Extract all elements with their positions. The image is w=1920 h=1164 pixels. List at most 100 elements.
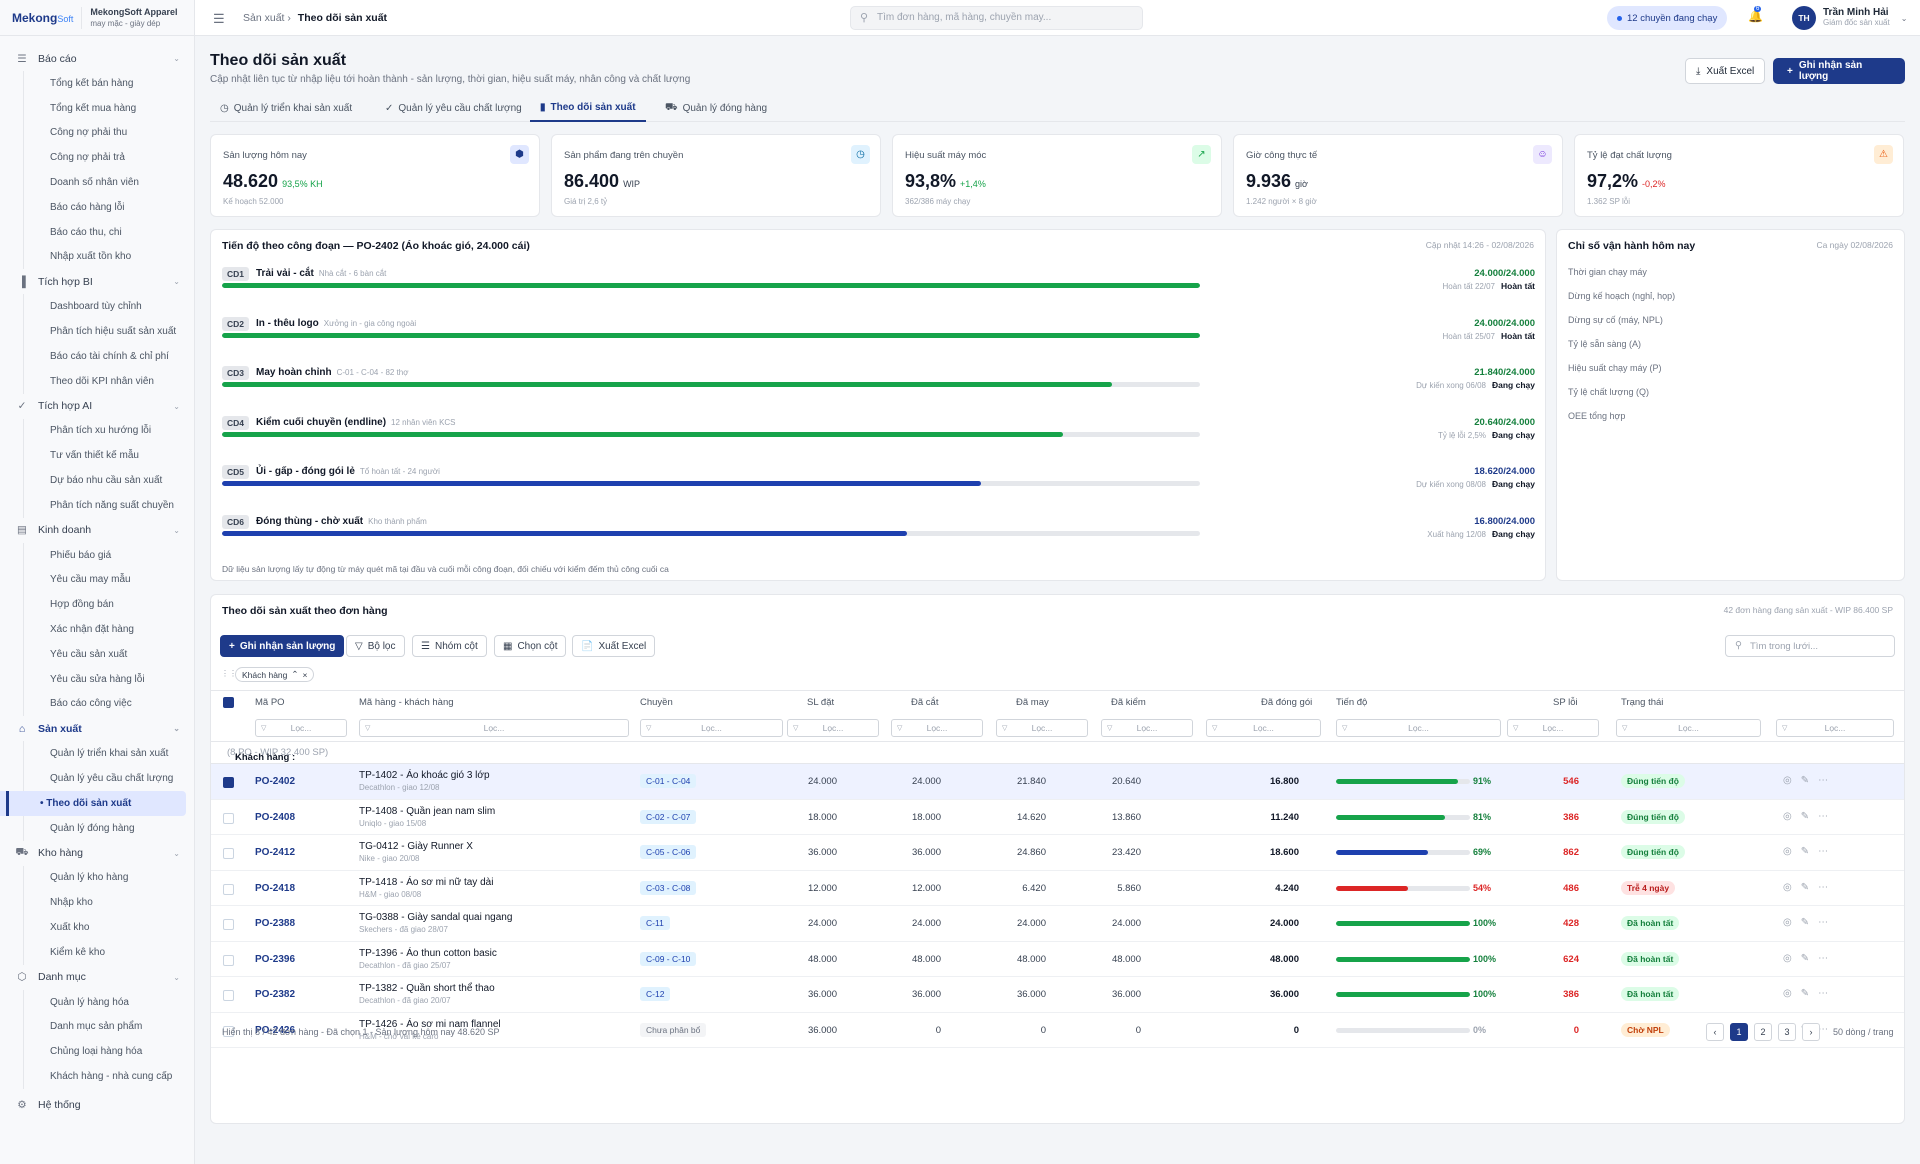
more-icon[interactable]: ⋯ [1818,846,1838,857]
column-filter-input[interactable]: Lọc... [359,719,629,737]
more-icon[interactable]: ⋯ [1818,881,1838,893]
grid-search-input[interactable]: ⚲ Tìm trong lưới... [1725,635,1895,657]
sidebar-item[interactable]: Phân tích năng suất chuyền [0,492,194,518]
sidebar-item[interactable]: Báo cáo thu, chi [0,219,194,245]
sidebar-group-4[interactable]: ⌂ Sản xuất ⌄ [0,716,194,741]
stage-row[interactable]: CD1 Trải vải - cắt Nhà cắt - 6 bàn cắt 24.0… [222,266,1535,314]
row-checkbox[interactable] [223,777,234,788]
sidebar-item[interactable]: Tổng kết bán hàng [0,71,194,96]
sidebar-group-5[interactable]: ⛟ Kho hàng ⌄ [0,841,194,866]
kpi-card[interactable]: Giờ công thực tế 9.936 giờ 1.242 người × 8 … [1233,134,1563,217]
column-filter-input[interactable]: Lọc... [1616,719,1761,737]
column-filter-input[interactable]: Lọc... [255,719,347,737]
filter-button[interactable]: ▽ Bộ lọc [346,635,405,657]
kpi-card[interactable]: Tỷ lệ đạt chất lượng 97,2% -0,2% 1.362 SP l… [1574,134,1904,217]
select-all-checkbox[interactable] [223,697,234,708]
sidebar-item[interactable]: Danh mục sản phẩm [0,1014,194,1040]
edit-icon[interactable]: ✎ [1800,881,1819,893]
record-output-button[interactable]: + Ghi nhận sản lượng [1773,58,1905,84]
tab-deployment[interactable]: ◷ Quản lý triển khai sản xuất [220,102,353,114]
po-link[interactable]: PO-2418 [255,882,296,894]
column-filter-input[interactable]: Lọc... [1206,719,1321,737]
table-row[interactable]: PO-2388 TG-0388 - Giày sandal quai ngang S… [211,906,1904,942]
sidebar-item[interactable]: Quản lý yêu cầu chất lượng [0,766,194,791]
row-checkbox[interactable] [223,919,234,930]
row-checkbox[interactable] [223,990,234,1001]
column-filter-input[interactable]: Lọc... [891,719,983,737]
sidebar-item[interactable]: Quản lý hàng hóa [0,989,194,1015]
eye-icon[interactable]: ◎ [1783,881,1801,893]
sidebar-item[interactable]: Kiểm kê kho [0,939,194,965]
sidebar-item[interactable]: Công nợ phải trả [0,145,194,170]
table-row[interactable]: PO-2408 TP-1408 - Quần jean nam slim Uniql… [211,800,1904,835]
stage-row[interactable]: CD4 Kiểm cuối chuyền (endline) 12 nhân viê… [222,415,1535,463]
po-link[interactable]: PO-2388 [255,918,296,929]
sidebar-item[interactable]: Tư vấn thiết kế mẫu [0,443,194,468]
menu-icon[interactable]: ☰ [213,11,225,26]
table-row[interactable]: PO-2396 TP-1396 - Áo thun cotton basic Dec… [211,942,1904,977]
column-filter-input[interactable]: Lọc... [640,719,783,737]
sidebar-item[interactable]: Phân tích hiệu suất sản xuất [0,319,194,344]
sidebar-item[interactable]: Quản lý triển khai sản xuất [0,741,194,766]
sidebar-item[interactable]: Tổng kết mua hàng [0,95,194,121]
choose-columns-button[interactable]: ▦ Chọn cột [494,635,567,657]
sidebar-item[interactable]: Doanh số nhân viên [0,170,194,195]
col-qty[interactable]: SL đặt [807,697,835,708]
sidebar-item[interactable]: Yêu cầu sửa hàng lỗi [0,666,194,692]
col-sewn[interactable]: Đã may [1016,697,1049,708]
sidebar-item[interactable]: Yêu cầu sản xuất [0,641,194,667]
group-row[interactable]: › Khách hàng : Decathlon(8 PO - WIP 32.4… [211,742,1904,774]
row-checkbox[interactable] [223,1025,234,1037]
column-filter-input[interactable]: Lọc... [787,719,879,737]
more-icon[interactable]: ⋯ [1818,810,1838,822]
po-link[interactable]: PO-2408 [255,811,296,823]
eye-icon[interactable]: ◎ [1783,810,1801,822]
stage-row[interactable]: CD3 May hoàn chỉnh C-01 - C-04 - 82 thợ 21.… [222,365,1535,413]
eye-icon[interactable]: ◎ [1783,988,1801,999]
bell-icon[interactable]: 🔔 6 [1748,6,1763,23]
sidebar-item[interactable]: Xác nhận đặt hàng [0,617,194,642]
sidebar-item[interactable]: Báo cáo công việc [0,691,194,717]
export-excel-button[interactable]: ⤓ Xuất Excel [1685,58,1766,84]
global-search-input[interactable]: ⚲ Tìm đơn hàng, mã hàng, chuyền may... [850,6,1143,30]
column-filter-input[interactable]: Lọc... [1101,719,1193,737]
column-filter-input[interactable]: Lọc... [1776,719,1894,737]
edit-icon[interactable]: ✎ [1800,810,1819,822]
eye-icon[interactable]: ◎ [1783,775,1801,786]
kpi-card[interactable]: Sản lượng hôm nay 48.620 93,5% KH Kế hoạch … [210,134,540,217]
col-status[interactable]: Trạng thái [1621,697,1664,708]
stage-row[interactable]: CD2 In - thêu logo Xưởng in - gia công ngo… [222,316,1535,364]
more-icon[interactable]: ⋯ [1818,1023,1838,1035]
page-1-button[interactable]: 1 [1730,1023,1748,1041]
edit-icon[interactable]: ✎ [1800,917,1819,928]
sidebar-item[interactable]: Theo dõi KPI nhân viên [0,368,194,394]
sidebar-item[interactable]: Yêu cầu may mẫu [0,567,194,593]
running-lines-pill[interactable]: 12 chuyền đang chạy [1607,6,1728,30]
sidebar-item[interactable]: Phiếu báo giá [0,542,194,568]
tab-packing[interactable]: ⛟ Quản lý đóng hàng [665,101,768,114]
prev-page-button[interactable]: ‹ [1706,1023,1724,1041]
page-size-select[interactable]: 50 dòng / trang [1833,1027,1894,1037]
eye-icon[interactable]: ◎ [1783,917,1801,928]
table-row[interactable]: PO-2426 TP-1426 - Áo sơ mi nam flannel H&M… [211,1013,1904,1048]
table-row[interactable]: PO-2382 TP-1382 - Quần short thể thao Deca… [211,977,1904,1013]
row-checkbox[interactable] [223,812,234,824]
col-cut[interactable]: Đã cắt [911,697,939,708]
table-row[interactable]: PO-2418 TP-1418 - Áo sơ mi nữ tay dài H&M … [211,871,1904,906]
table-row[interactable]: PO-2412 TG-0412 - Giày Runner X Nike - gia… [211,835,1904,871]
row-checkbox[interactable] [223,883,234,895]
sidebar-item[interactable]: Chủng loại hàng hóa [0,1039,194,1064]
sidebar-item[interactable]: Nhập xuất tồn kho [0,244,194,270]
row-checkbox[interactable] [223,848,234,859]
eye-icon[interactable]: ◎ [1783,952,1801,964]
sidebar-group-1[interactable]: ▐ Tích hợp BI ⌄ [0,269,194,294]
page-3-button[interactable]: 3 [1778,1023,1796,1041]
edit-icon[interactable]: ✎ [1800,775,1819,786]
sidebar-item[interactable]: Phân tích xu hướng lỗi [0,418,194,444]
sidebar-group-0[interactable]: ☰ Báo cáo ⌄ [0,46,194,71]
sidebar-item[interactable]: Công nợ phải thu [0,120,194,146]
po-link[interactable]: PO-2402 [255,776,296,787]
sidebar-item[interactable]: • Theo dõi sản xuất [0,790,186,816]
col-progress[interactable]: Tiến độ [1336,697,1368,708]
col-item[interactable]: Mã hàng - khách hàng [359,697,454,708]
